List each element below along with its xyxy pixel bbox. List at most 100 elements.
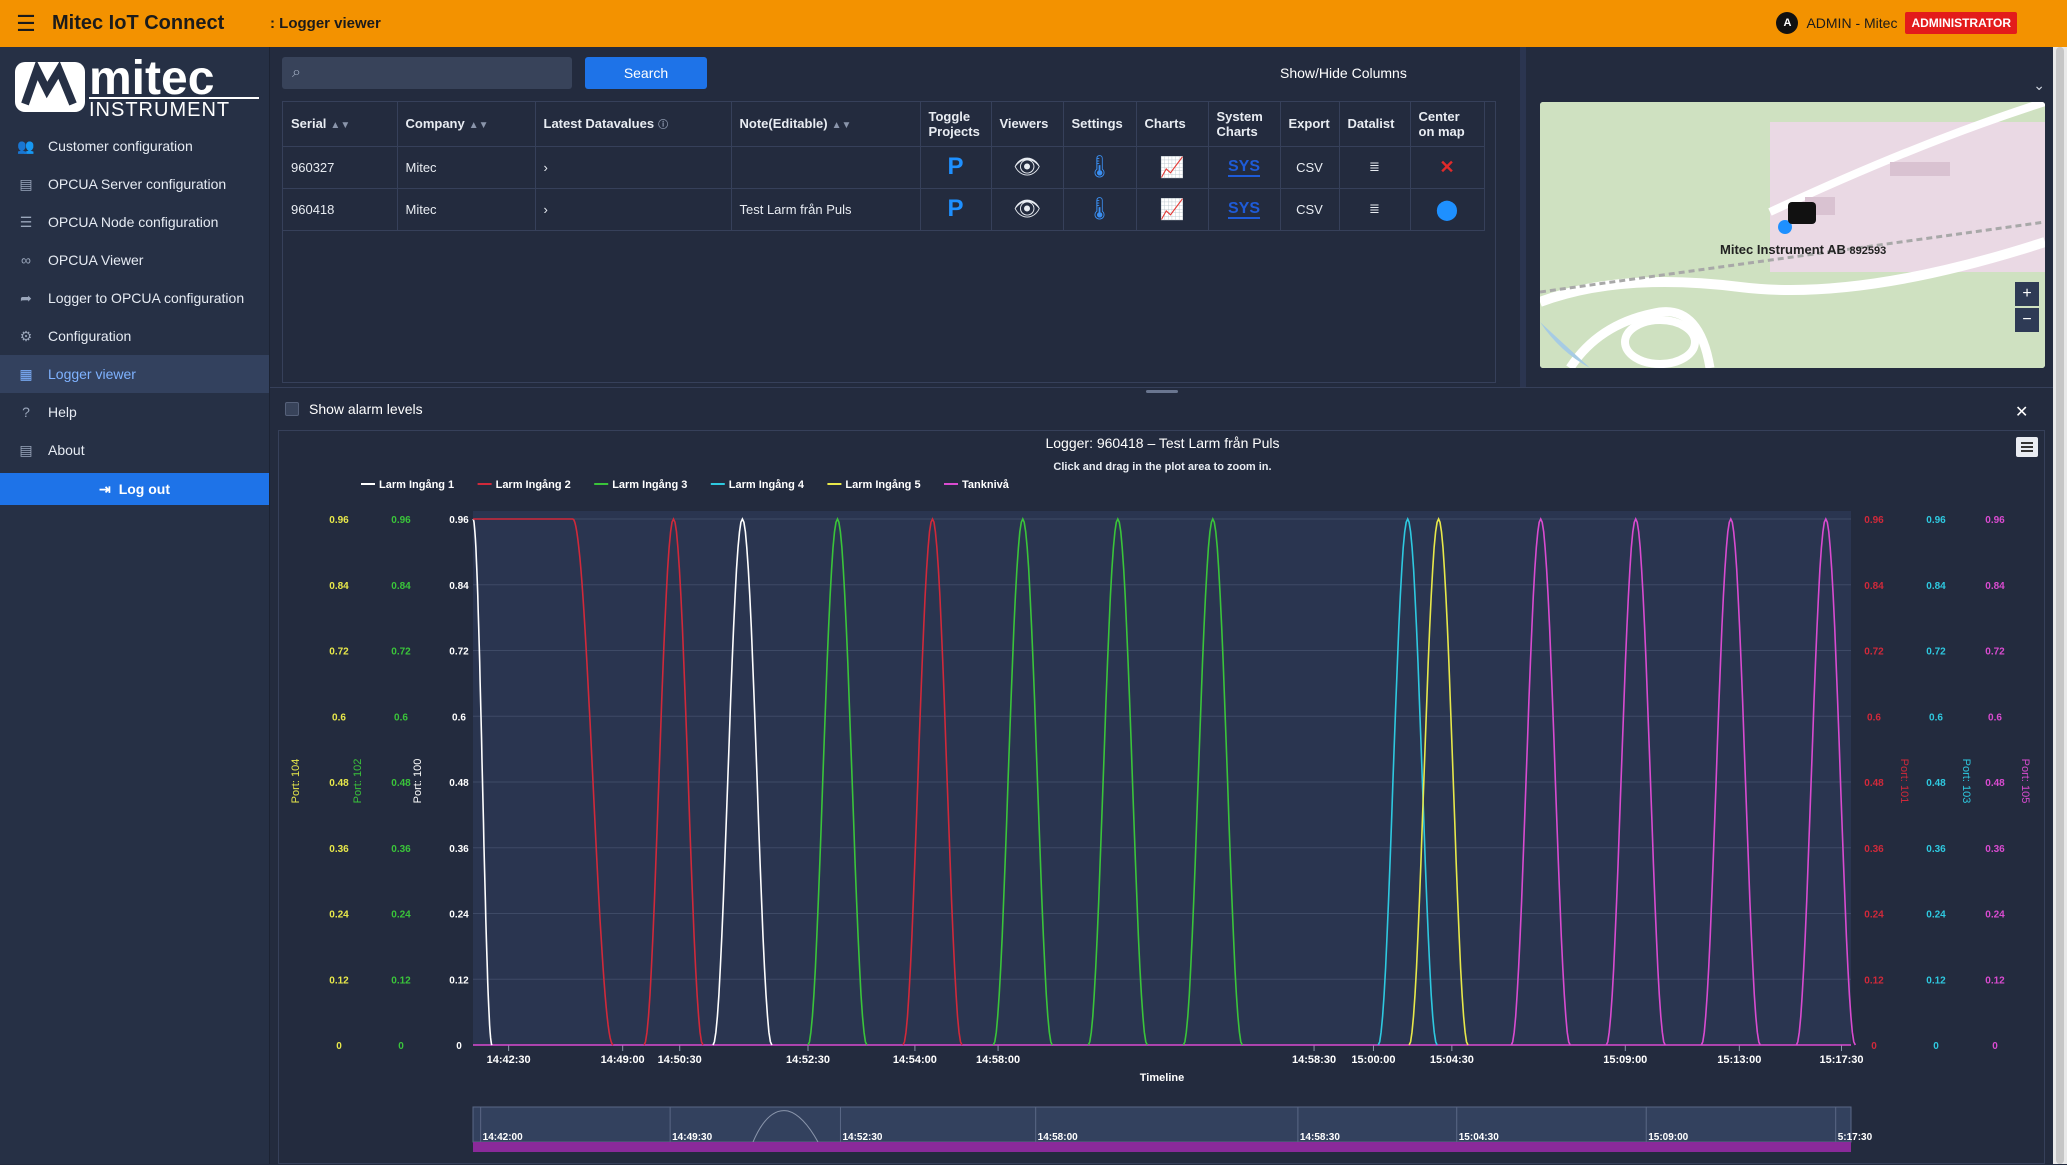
column-header-serial[interactable]: Serial ▲▼ [283,102,398,147]
role-badge: ADMINISTRATOR [1905,12,2017,34]
y-tick-label: 0.96 [449,515,469,526]
panel-resize-divider[interactable] [270,387,2053,395]
sidebar-item-configuration[interactable]: ⚙ Configuration [0,317,269,355]
sidebar-item-about[interactable]: ▤ About [0,431,269,469]
viewers-button[interactable]: 👁 [991,188,1064,231]
chevron-down-icon[interactable]: ⌄ [2033,77,2045,93]
user-label[interactable]: ADMIN - Mitec [1806,15,1898,31]
alarm-checkbox[interactable] [285,402,299,416]
table-row[interactable]: 960327 Mitec › P 👁 🌡 📈 SYS CSV ≣ ✕ [283,146,1485,189]
logout-button[interactable]: ⇥ Log out [0,473,269,505]
y-tick-label: 0.72 [391,647,411,658]
note-cell[interactable] [731,146,921,189]
chart-container[interactable]: Logger: 960418 – Test Larm från Puls Cli… [278,430,2045,1164]
gears-icon: ⚙ [19,327,33,344]
page-scrollbar[interactable] [2053,47,2067,1164]
line-chart-icon[interactable]: 📈 [1159,198,1185,221]
show-alarm-levels[interactable]: Show alarm levels [285,401,423,417]
sidebar-item-customer-configuration[interactable]: 👥 Customer configuration [0,127,269,165]
y-tick-label: 0 [1933,1041,1939,1052]
sidebar-item-opcua-viewer[interactable]: ∞ OPCUA Viewer [0,241,269,279]
viewers-button[interactable]: 👁 [991,146,1064,189]
y-tick-label: 0.24 [1926,910,1946,921]
sort-icon[interactable]: ▲▼ [831,120,852,132]
avatar[interactable]: A [1776,12,1799,34]
column-header-note[interactable]: Note(Editable) ▲▼ [731,102,921,147]
y-tick-label: 0 [456,1041,462,1052]
system-charts-icon[interactable]: SYS [1227,200,1260,219]
charts-button[interactable]: 📈 [1136,146,1209,189]
eye-icon[interactable]: 👁 [1013,154,1041,179]
navigator-tick-label: 15:09:00 [1648,1132,1688,1143]
sidebar-item-label: Logger viewer [48,366,136,382]
close-chart-icon[interactable]: ✕ [2015,404,2029,421]
app-title: Mitec IoT Connect [52,12,225,34]
charts-button[interactable]: 📈 [1136,188,1209,231]
thermometer-settings-icon[interactable]: 🌡 [1085,154,1114,179]
info-icon[interactable]: ⓘ [658,120,669,132]
note-cell[interactable]: Test Larm från Puls [731,188,921,231]
list-icon[interactable]: ≣ [1369,201,1380,216]
thermometer-settings-icon[interactable]: 🌡 [1085,196,1114,221]
sidebar-item-opcua-server-configuration[interactable]: ▤ OPCUA Server configuration [0,165,269,203]
sidebar-item-logger-viewer[interactable]: ▦ Logger viewer [0,355,269,393]
search-input[interactable] [308,65,559,81]
map-marker-disabled-icon[interactable]: ✕ [1439,156,1455,177]
drag-handle[interactable] [1146,390,1178,393]
map-marker-label: Mitec Instrument AB 892593 [1720,242,1887,257]
table-row[interactable]: 960418 Mitec › Test Larm från Puls P 👁 🌡… [283,188,1485,231]
sidebar-item-label: Help [48,404,77,420]
settings-button[interactable]: 🌡 [1063,146,1137,189]
series-line [1377,517,1438,1046]
y-tick-label: 0.84 [329,581,349,592]
x-tick-label: 14:58:30 [1292,1054,1336,1066]
scrollbar-thumb[interactable] [2056,47,2064,1164]
project-p-icon[interactable]: P [947,153,964,180]
datalist-button[interactable]: ≣ [1339,188,1411,231]
search-field[interactable]: ⌕ [282,57,572,89]
map-marker-icon[interactable]: ⬤ [1435,198,1459,221]
column-header-latest-datavalues[interactable]: Latest Datavalues ⓘ [535,102,732,147]
system-charts-button[interactable]: SYS [1208,188,1281,231]
line-chart-icon[interactable]: 📈 [1159,156,1185,179]
expand-datavalues[interactable]: › [535,188,732,231]
y-tick-label: 0.36 [391,844,411,855]
help-icon: ? [22,404,30,420]
expand-datavalues[interactable]: › [535,146,732,189]
sidebar-item-opcua-node-configuration[interactable]: ☰ OPCUA Node configuration [0,203,269,241]
hamburger-menu-icon[interactable]: ☰ [16,10,36,36]
sidebar-item-help[interactable]: ? Help [0,393,269,431]
settings-button[interactable]: 🌡 [1063,188,1137,231]
search-button[interactable]: Search [585,57,707,89]
toggle-projects-button[interactable]: P [920,188,992,231]
datalist-button[interactable]: ≣ [1339,146,1411,189]
center-on-map-button[interactable]: ✕ [1410,146,1485,189]
eye-icon[interactable]: 👁 [1013,196,1041,221]
chevron-right-icon[interactable]: › [543,201,548,217]
show-hide-columns-button[interactable]: Show/Hide Columns [1280,65,1407,81]
map-view[interactable]: Mitec Instrument AB 892593 + − [1540,102,2045,368]
chart-menu-icon[interactable] [2016,437,2038,457]
export-csv-button[interactable]: CSV [1280,146,1340,189]
sort-icon[interactable]: ▲▼ [330,120,351,132]
chart-svg[interactable]: 0 0 0 0 0 0 0.12 0.12 0.12 0.12 0.12 0.12 0.24 0.24 0.… [279,431,2046,1165]
y-tick-label: 0.84 [1926,581,1946,592]
sidebar-item-logger-to-opcua-configuration[interactable]: ➦ Logger to OPCUA configuration [0,279,269,317]
export-csv-button[interactable]: CSV [1280,188,1340,231]
sort-icon[interactable]: ▲▼ [468,120,489,132]
center-on-map-button[interactable]: ⬤ [1410,188,1485,231]
chevron-right-icon[interactable]: › [543,159,548,175]
zoom-out-button[interactable]: − [2015,308,2039,332]
project-p-icon[interactable]: P [947,195,964,222]
column-header-company[interactable]: Company ▲▼ [397,102,536,147]
y-tick-label: 0.96 [1926,515,1946,526]
system-charts-button[interactable]: SYS [1208,146,1281,189]
zoom-in-button[interactable]: + [2015,282,2039,306]
system-charts-icon[interactable]: SYS [1227,158,1260,177]
company-cell: Mitec [397,188,536,231]
sidebar-item-label: Configuration [48,328,132,344]
navigator-tick-label: 15:04:30 [1459,1132,1499,1143]
toggle-projects-button[interactable]: P [920,146,992,189]
list-icon[interactable]: ≣ [1369,159,1380,174]
column-header-viewers: Viewers [991,102,1064,147]
